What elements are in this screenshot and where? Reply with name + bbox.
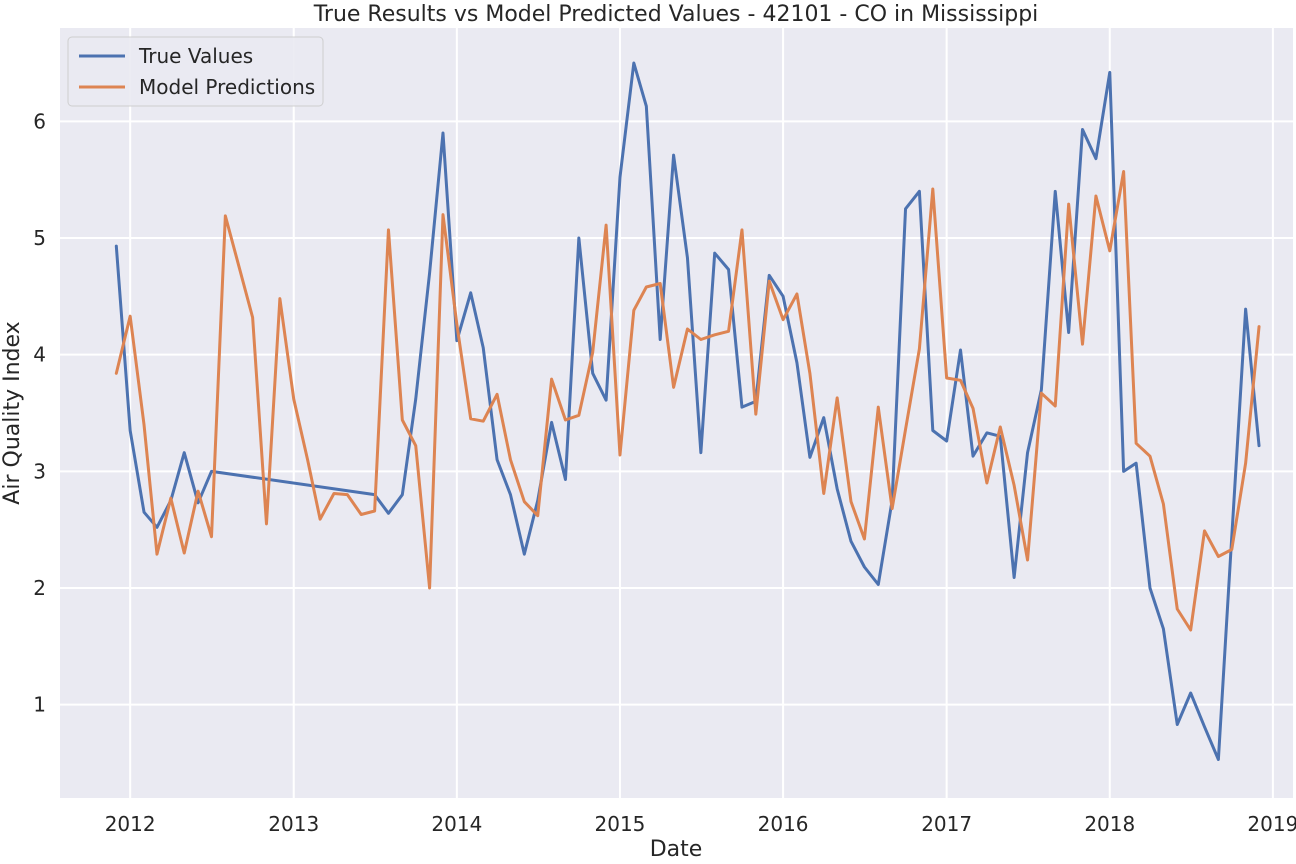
y-tick-label: 2	[33, 576, 46, 600]
model-predictions-line	[114, 170, 1261, 632]
plot-area	[60, 28, 1293, 798]
x-tick-label: 2018	[1084, 812, 1135, 836]
y-tick-label: 5	[33, 226, 46, 250]
y-axis-ticks: 1 2 3 4 5 6	[33, 109, 46, 716]
y-tick-label: 4	[33, 343, 46, 367]
x-tick-label: 2017	[921, 812, 972, 836]
x-tick-label: 2012	[105, 812, 156, 836]
series-layer	[114, 61, 1261, 761]
y-tick-label: 6	[33, 109, 46, 133]
y-tick-label: 3	[33, 459, 46, 483]
chart-title: True Results vs Model Predicted Values -…	[313, 2, 1039, 27]
x-tick-label: 2016	[758, 812, 809, 836]
legend-box	[67, 36, 324, 107]
x-tick-label: 2014	[431, 812, 482, 836]
x-tick-label: 2019	[1247, 812, 1296, 836]
legend-label-model-predictions: Model Predictions	[139, 75, 315, 99]
x-axis-ticks: 2012 2013 2014 2015 2016 2017 2018 2019	[105, 812, 1296, 836]
grid	[60, 28, 1293, 798]
legend: True Values Model Predictions	[67, 36, 324, 107]
y-axis-label: Air Quality Index	[0, 321, 25, 504]
legend-label-true-values: True Values	[138, 44, 253, 68]
x-axis-label: Date	[650, 837, 703, 862]
x-tick-label: 2013	[268, 812, 319, 836]
y-tick-label: 1	[33, 693, 46, 717]
x-tick-label: 2015	[595, 812, 646, 836]
